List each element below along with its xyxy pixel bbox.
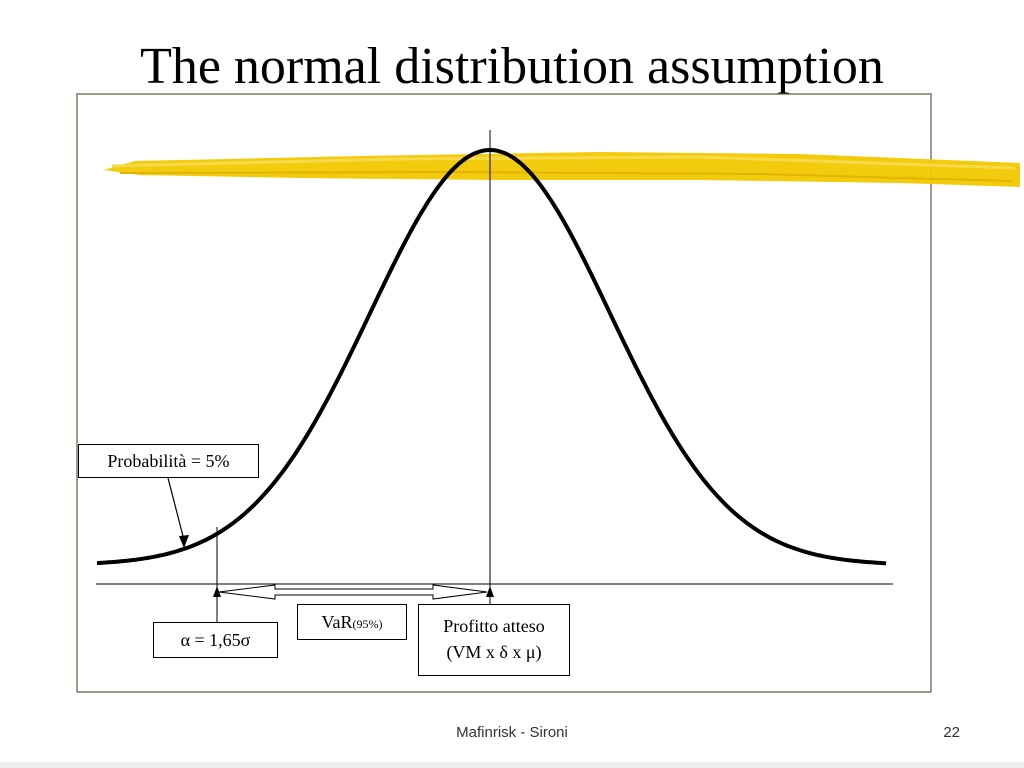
probability-pointer [168, 478, 184, 540]
mean-arrow-head [486, 586, 494, 597]
page-number: 22 [900, 724, 960, 741]
var-double-arrow [219, 585, 487, 599]
bell-curve [97, 150, 886, 563]
expected-profit-line1: Profitto atteso [419, 613, 569, 639]
expected-profit-label: Profitto atteso (VM x δ x μ) [418, 604, 570, 676]
probability-label: Probabilità = 5% [78, 444, 259, 478]
diagram-frame [77, 94, 931, 692]
highlight-stroke [104, 152, 1020, 187]
alpha-label: α = 1,65σ [153, 622, 278, 658]
expected-profit-line2: (VM x δ x μ) [419, 639, 569, 665]
var-main-text: VaR [322, 612, 353, 632]
footer-author: Mafinrisk - Sironi [0, 724, 1024, 741]
var-label: VaR(95%) [297, 604, 407, 640]
var-sub-text: (95%) [353, 617, 383, 631]
bottom-rule [0, 762, 1024, 768]
